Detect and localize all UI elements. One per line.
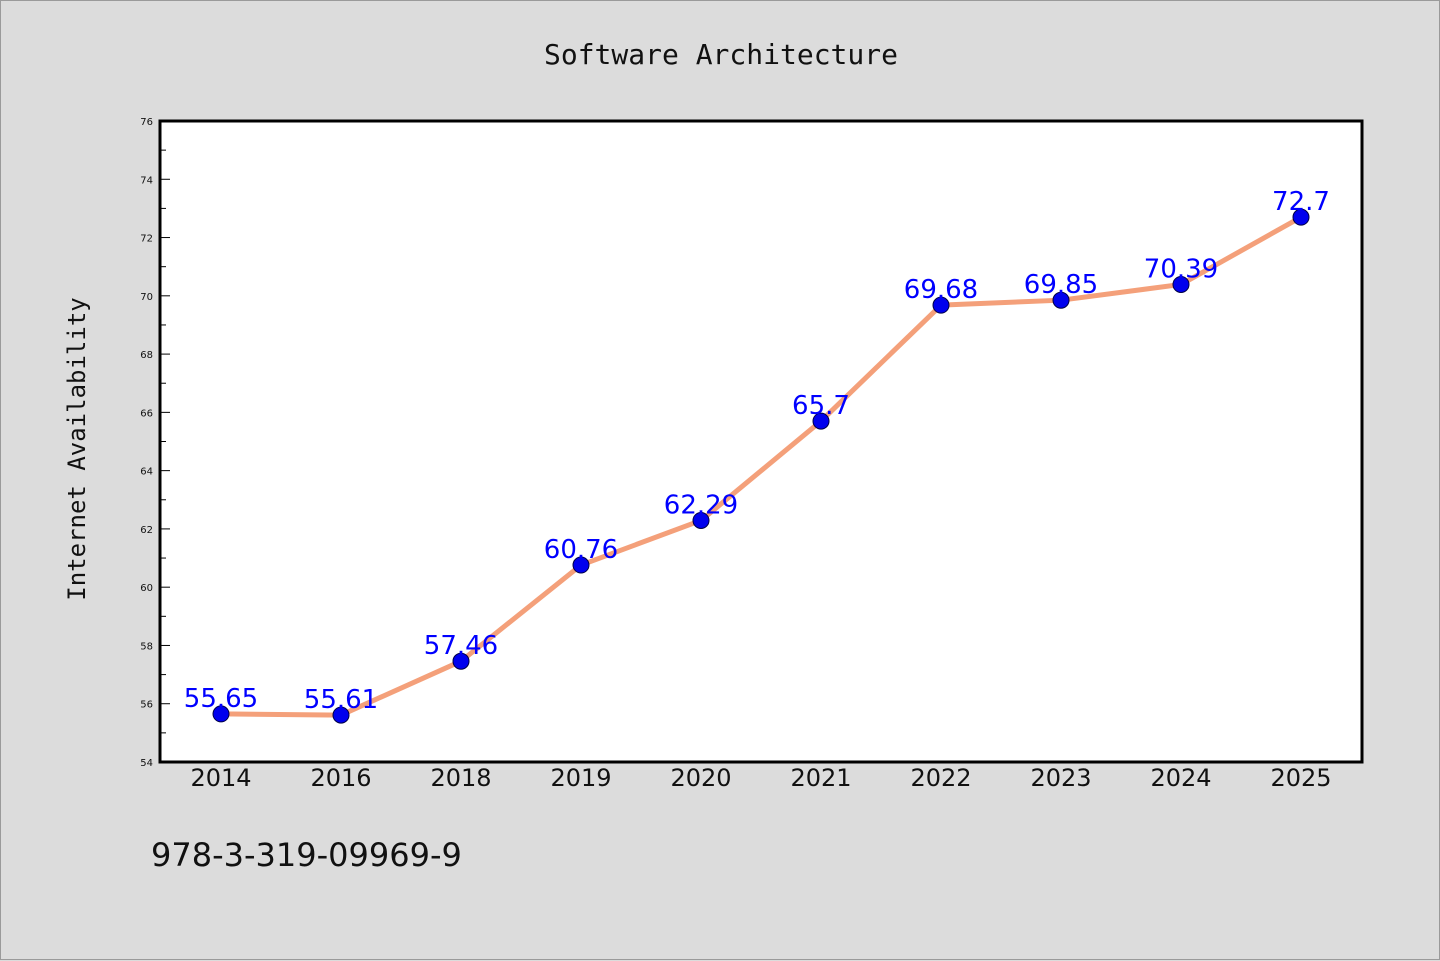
- x-tick-label: 2023: [1030, 764, 1091, 792]
- data-label: 62.29: [664, 490, 738, 520]
- y-tick-label: 64: [140, 467, 153, 478]
- y-tick-label: 68: [140, 350, 153, 361]
- y-tick-label: 60: [140, 583, 153, 594]
- data-label: 69.85: [1024, 270, 1098, 300]
- series-line: [218, 214, 1304, 718]
- data-label: 65.7: [792, 391, 850, 421]
- data-label: 55.65: [184, 684, 258, 714]
- data-point: [332, 706, 350, 724]
- x-tick-label: 2022: [910, 764, 971, 792]
- y-tick-label: 76: [140, 117, 153, 128]
- data-point: [692, 511, 710, 529]
- data-point: [1052, 291, 1070, 309]
- y-tick-label: 54: [140, 758, 153, 769]
- data-point: [1172, 275, 1190, 293]
- data-point: [452, 652, 470, 670]
- data-label: 57.46: [424, 631, 498, 661]
- data-label: 70.39: [1144, 254, 1218, 284]
- y-tick-label: 72: [140, 234, 153, 245]
- data-label: 60.76: [544, 535, 618, 565]
- y-tick-label: 66: [140, 408, 153, 419]
- data-label: 69.68: [904, 275, 978, 305]
- y-tick-label: 74: [140, 175, 153, 186]
- chart-title: Software Architecture: [544, 38, 898, 71]
- data-label: 55.61: [304, 685, 378, 715]
- footnote-isbn: 978-3-319-09969-9: [151, 836, 462, 874]
- series-layer: 55.65 55.61 57.46 60.76 62.29 65.7 69.68 69.85 7…: [184, 187, 1330, 724]
- x-tick-label: 2019: [550, 764, 611, 792]
- y-axis: 54 56 58 60 62 64 66 68 70 72 74 76: [140, 117, 170, 769]
- x-tick-label: 2020: [670, 764, 731, 792]
- data-point: [212, 705, 230, 723]
- y-tick-label: 62: [140, 525, 153, 536]
- x-tick-label: 2021: [790, 764, 851, 792]
- y-tick-label: 58: [140, 641, 153, 652]
- y-tick-label: 70: [140, 292, 153, 303]
- x-tick-label: 2025: [1270, 764, 1331, 792]
- y-axis-label: Internet Availability: [63, 297, 91, 600]
- data-point: [932, 296, 950, 314]
- data-point: [572, 556, 590, 574]
- y-tick-label: 56: [140, 700, 153, 711]
- x-tick-label: 2018: [430, 764, 491, 792]
- data-label: 72.7: [1272, 187, 1330, 217]
- x-tick-label: 2014: [190, 764, 251, 792]
- data-point: [1292, 208, 1310, 226]
- data-point: [812, 412, 830, 430]
- x-tick-label: 2016: [310, 764, 371, 792]
- plot-area: [158, 119, 1364, 764]
- x-axis: 2014 2016 2018 2019 2020 2021 2022 2023 2024 2025: [190, 764, 1331, 792]
- x-tick-label: 2024: [1150, 764, 1211, 792]
